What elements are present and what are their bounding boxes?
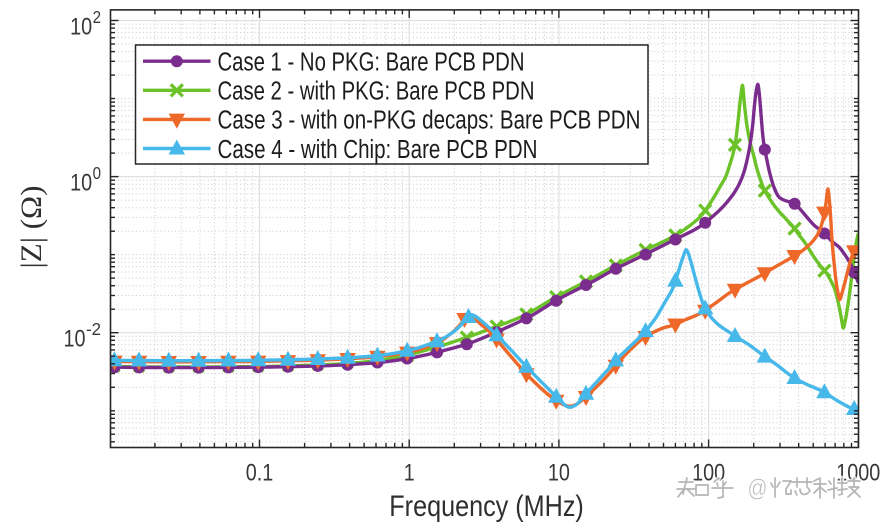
svg-text:1: 1: [404, 460, 415, 487]
svg-text:0: 0: [93, 163, 102, 183]
svg-text:Case 2 - with PKG: Bare PCB PD: Case 2 - with PKG: Bare PCB PDN: [218, 78, 535, 106]
svg-text:10: 10: [64, 326, 86, 353]
svg-text:Case 4 - with Chip: Bare PCB P: Case 4 - with Chip: Bare PCB PDN: [218, 136, 538, 164]
svg-text:10: 10: [70, 14, 92, 41]
svg-text:0.1: 0.1: [246, 460, 273, 487]
svg-text:Frequency (MHz): Frequency (MHz): [389, 490, 584, 523]
svg-text:-2: -2: [86, 319, 101, 339]
svg-text:Case 1 - No PKG: Bare PCB PDN: Case 1 - No PKG: Bare PCB PDN: [218, 49, 525, 77]
svg-text:10: 10: [548, 460, 570, 487]
svg-text:|Z| (Ω): |Z| (Ω): [15, 186, 48, 269]
svg-text:100: 100: [692, 460, 725, 487]
svg-text:2: 2: [93, 7, 101, 27]
svg-text:@: @: [748, 475, 768, 502]
svg-text:10: 10: [70, 170, 92, 197]
svg-text:Case 3 - with on-PKG decaps: B: Case 3 - with on-PKG decaps: Bare PCB PD…: [218, 107, 641, 135]
